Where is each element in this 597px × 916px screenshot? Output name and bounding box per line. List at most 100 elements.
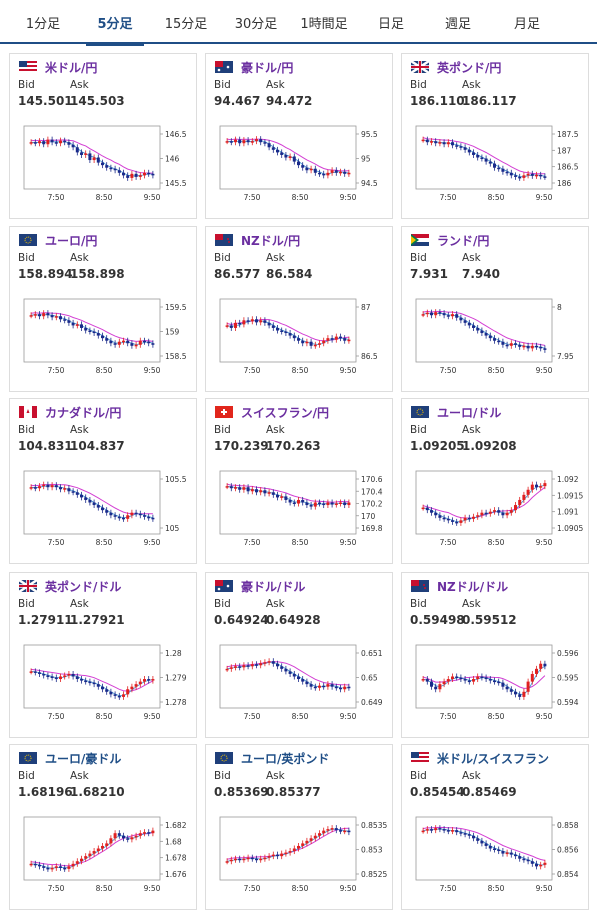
rate-card[interactable]: NZドル/ドル Bid Ask 0.59498 0.59512 0.596 0.595 0.5… xyxy=(401,572,589,738)
rate-card[interactable]: ユーロ/ドル Bid Ask 1.09205 1.09208 1.092 1.0915 1.0… xyxy=(401,398,589,564)
candle xyxy=(343,502,347,506)
y-tick-label: 1.092 xyxy=(557,475,579,484)
pair-name[interactable]: NZドル/ドル xyxy=(437,579,509,594)
candle xyxy=(509,689,513,692)
candle xyxy=(476,515,480,517)
pair-name[interactable]: ユーロ/ドル xyxy=(437,405,502,420)
candle xyxy=(246,140,250,143)
bid-label: Bid xyxy=(18,79,35,91)
candle xyxy=(138,340,142,345)
candle xyxy=(134,344,138,347)
candle xyxy=(113,168,117,171)
candle xyxy=(442,313,446,316)
candle xyxy=(522,494,526,500)
tab-8[interactable]: 月足 xyxy=(513,17,540,32)
bid-value: 0.59498 xyxy=(410,613,465,627)
y-tick-label: 1.278 xyxy=(165,698,187,707)
candle xyxy=(526,681,530,692)
candle xyxy=(488,511,492,514)
candle xyxy=(330,828,334,830)
y-tick-label: 105.5 xyxy=(165,475,187,484)
candle xyxy=(501,512,505,516)
rate-card[interactable]: 豪ドル/円 Bid Ask 94.467 94.472 95.5 95 94.5 7:50 8:5… xyxy=(205,53,393,219)
candle xyxy=(259,320,263,323)
bid-label: Bid xyxy=(214,424,231,436)
pair-name[interactable]: 豪ドル/ドル xyxy=(241,579,306,594)
candle xyxy=(246,665,250,667)
tab-6[interactable]: 日足 xyxy=(377,17,404,32)
candle xyxy=(347,172,351,175)
candle xyxy=(476,154,480,158)
rate-card[interactable]: 英ポンド/円 Bid Ask 186.110 186.117 187.5 187 186.5 1… xyxy=(401,53,589,219)
candle xyxy=(497,681,501,684)
pair-name[interactable]: 英ポンド/ドル xyxy=(45,579,122,594)
mini-chart: 0.596 0.595 0.594 7:50 8:50 9:50 xyxy=(415,644,579,721)
rate-card[interactable]: ユーロ/円 Bid Ask 158.894 158.898 159.5 159 158.5 7:… xyxy=(9,226,197,392)
candle xyxy=(434,686,438,690)
candle xyxy=(463,320,467,323)
candle xyxy=(535,345,538,348)
rate-card[interactable]: ランド/円 Bid Ask 7.931 7.940 8 7.95 7:50 8:50 9:50 xyxy=(401,226,589,392)
candle xyxy=(297,338,300,341)
pair-name[interactable]: NZドル/円 xyxy=(241,233,301,248)
candle xyxy=(334,170,338,173)
candle xyxy=(138,681,142,685)
rate-card[interactable]: ユーロ/英ポンド Bid Ask 0.85369 0.85377 0.8535 0.853 0… xyxy=(205,744,393,910)
candle xyxy=(59,487,62,490)
tab-2[interactable]: 5分足 xyxy=(80,0,150,46)
ask-value: 1.09208 xyxy=(462,439,517,453)
candle xyxy=(42,141,46,145)
tab-5[interactable]: 1時間足 xyxy=(300,17,348,32)
tab-1[interactable]: 1分足 xyxy=(25,17,61,32)
candle xyxy=(318,172,321,175)
rate-card[interactable]: カナダドル/円 Bid Ask 104.831 104.837 105.5 105 7:50 8… xyxy=(9,398,197,564)
rate-card[interactable]: 米ドル/円 Bid Ask 145.501 145.503 146.5 146 145.5 7:… xyxy=(9,53,197,219)
pair-name[interactable]: 米ドル/スイスフラン xyxy=(437,751,550,766)
x-tick-label: 8:50 xyxy=(96,193,113,202)
candle xyxy=(88,153,92,161)
rate-card[interactable]: 豪ドル/ドル Bid Ask 0.64924 0.64928 0.651 0.65 0.649… xyxy=(205,572,393,738)
chart-frame xyxy=(219,644,357,709)
tab-7[interactable]: 週足 xyxy=(444,17,471,32)
mini-chart: 0.8535 0.853 0.8525 7:50 8:50 9:50 xyxy=(219,816,387,893)
rate-card[interactable]: NZドル/円 Bid Ask 86.577 86.584 87 86.5 7:50 8:50 9:… xyxy=(205,226,393,392)
candle xyxy=(59,140,62,144)
moving-average-line xyxy=(31,312,153,342)
candle xyxy=(250,857,254,860)
x-tick-label: 9:50 xyxy=(536,884,553,893)
rate-card[interactable]: 英ポンド/ドル Bid Ask 1.27911 1.27921 1.28 1.279 1.27… xyxy=(9,572,197,738)
candle xyxy=(313,168,317,173)
y-tick-label: 0.853 xyxy=(361,846,383,855)
candle xyxy=(459,317,463,321)
pair-name[interactable]: 英ポンド/円 xyxy=(437,60,502,75)
ask-label: Ask xyxy=(462,424,481,436)
pair-name[interactable]: ユーロ/豪ドル xyxy=(45,751,122,766)
candle xyxy=(105,843,109,846)
candle xyxy=(113,515,117,517)
pair-name[interactable]: ユーロ/円 xyxy=(45,233,98,248)
pair-name[interactable]: 米ドル/円 xyxy=(45,60,98,75)
pair-name[interactable]: ランド/円 xyxy=(437,233,490,248)
candle xyxy=(343,338,347,341)
candle xyxy=(430,141,433,143)
pair-name[interactable]: ユーロ/英ポンド xyxy=(241,751,330,766)
pair-name[interactable]: 豪ドル/円 xyxy=(241,60,294,75)
rate-card[interactable]: スイスフラン/円 Bid Ask 170.239 170.263 170.6 170.4 17… xyxy=(205,398,393,564)
tab-3[interactable]: 15分足 xyxy=(164,17,208,32)
candle xyxy=(105,338,109,341)
pair-name[interactable]: スイスフラン/円 xyxy=(241,405,330,420)
rate-card[interactable]: ユーロ/豪ドル Bid Ask 1.68196 1.68210 1.682 1.68 1.67… xyxy=(9,744,197,910)
tab-4[interactable]: 30分足 xyxy=(234,17,278,32)
candle xyxy=(54,677,58,680)
pair-name[interactable]: カナダドル/円 xyxy=(45,405,122,420)
candle xyxy=(88,681,92,684)
candle xyxy=(472,516,475,519)
rate-card[interactable]: 米ドル/スイスフラン Bid Ask 0.85454 0.85469 0.858 0.856… xyxy=(401,744,589,910)
candle xyxy=(109,340,113,344)
candle xyxy=(322,340,326,344)
candle xyxy=(250,141,254,143)
candle xyxy=(67,488,71,492)
candle xyxy=(255,319,258,323)
candle xyxy=(451,830,454,832)
candle xyxy=(451,142,454,146)
